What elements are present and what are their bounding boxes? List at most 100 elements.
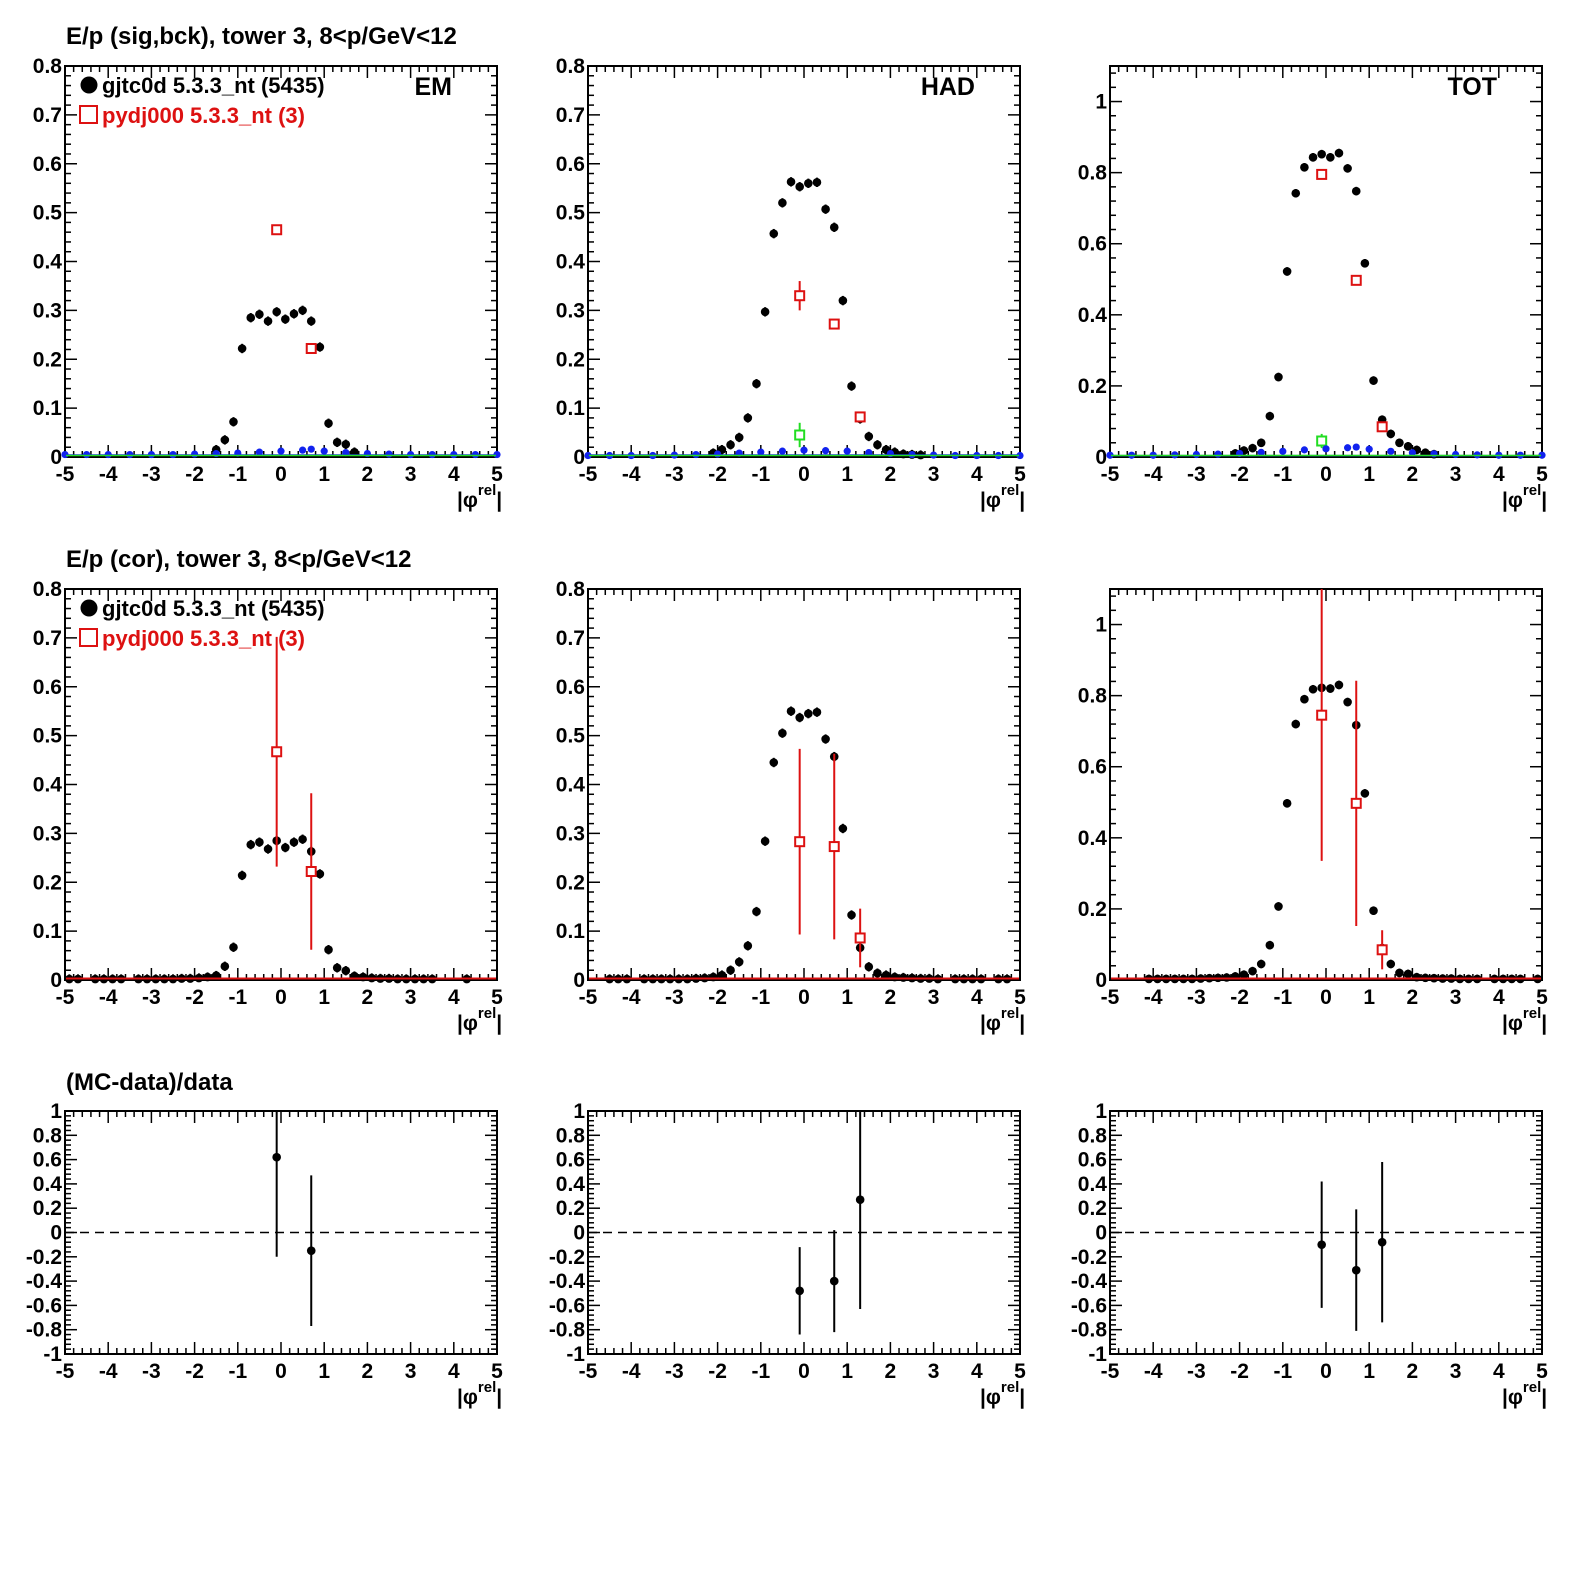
y-tick-label: 0.8 bbox=[556, 578, 586, 601]
x-tick-label: 5 bbox=[491, 986, 503, 1009]
data-point bbox=[1256, 959, 1266, 969]
data-bkg-point bbox=[1352, 443, 1360, 451]
plot-frame bbox=[587, 65, 1021, 458]
mc-point bbox=[828, 841, 840, 853]
data-point bbox=[881, 970, 891, 980]
y-tick-label: 0.4 bbox=[1078, 304, 1108, 327]
legend-data-marker bbox=[80, 76, 98, 94]
data-bkg-point bbox=[1279, 447, 1287, 455]
data-point bbox=[1377, 1237, 1387, 1247]
data-point bbox=[838, 296, 848, 305]
data-point bbox=[743, 941, 753, 951]
y-tick-label: 0 bbox=[50, 1222, 62, 1245]
data-point bbox=[332, 438, 342, 447]
data-point bbox=[1256, 438, 1266, 448]
data-point bbox=[1291, 188, 1301, 198]
data-bkg-point bbox=[493, 450, 501, 459]
x-tick-label: 4 bbox=[971, 1360, 983, 1383]
x-tick-label: -3 bbox=[1187, 463, 1206, 486]
y-tick-label: 0.5 bbox=[33, 202, 63, 225]
data-point bbox=[341, 966, 351, 976]
data-point bbox=[1351, 1265, 1361, 1275]
mc-point bbox=[794, 290, 806, 302]
y-tick-label: 0.6 bbox=[1078, 756, 1107, 779]
x-tick-label: 1 bbox=[841, 1360, 853, 1383]
data-point bbox=[1386, 959, 1396, 969]
data-point bbox=[1308, 153, 1318, 162]
x-tick-label: -1 bbox=[1273, 1360, 1292, 1383]
series-mc bbox=[794, 281, 866, 423]
data-point bbox=[890, 972, 900, 982]
x-axis-title: |φrel| bbox=[1502, 1379, 1547, 1409]
x-tick-label: 3 bbox=[928, 986, 940, 1009]
legend-data-label: gjtc0d 5.3.3_nt (5435) bbox=[102, 596, 325, 621]
x-tick-label: -5 bbox=[1101, 463, 1120, 486]
data-bkg-point bbox=[1106, 451, 1114, 459]
data-bkg-point bbox=[584, 451, 592, 460]
x-tick-label: -2 bbox=[1230, 463, 1249, 486]
data-point bbox=[1265, 940, 1275, 950]
series-data bbox=[211, 305, 359, 457]
data-point bbox=[855, 1195, 865, 1204]
y-tick-label: 0.2 bbox=[1078, 1197, 1107, 1220]
y-tick-label: 0.7 bbox=[33, 104, 62, 127]
y-tick-label: 1 bbox=[50, 1100, 62, 1123]
data-point bbox=[795, 1286, 804, 1296]
data-point bbox=[289, 309, 299, 319]
data-point bbox=[306, 316, 316, 326]
x-tick-label: 1 bbox=[1363, 986, 1375, 1009]
y-tick-label: 0.2 bbox=[33, 348, 62, 371]
data-point bbox=[246, 840, 256, 849]
y-tick-label: 0.6 bbox=[556, 153, 585, 176]
panel-ratio-em: -5 -4 -3 -2 -1 0 1 2 3 4 5-1-0.8-0.6-0.4-0.200.20.… bbox=[26, 1100, 503, 1409]
data-bkg-point bbox=[822, 447, 830, 455]
x-tick-label: 3 bbox=[1450, 463, 1462, 486]
data-point bbox=[1334, 148, 1344, 158]
panel-sig-tot: -5 -4 -3 -2 -1 0 1 2 3 4 5 0 0.2 0.4 0.6 0.8 1 |φrel| TOT bbox=[1078, 65, 1548, 512]
data-bkg-point bbox=[843, 447, 851, 455]
data-point bbox=[281, 314, 290, 324]
mc-point bbox=[794, 836, 806, 848]
series-data bbox=[605, 706, 1012, 984]
data-point bbox=[838, 824, 848, 833]
x-tick-label: 3 bbox=[405, 1360, 417, 1383]
x-tick-label: 2 bbox=[362, 463, 374, 486]
data-point bbox=[786, 177, 796, 187]
data-point bbox=[255, 309, 264, 319]
panel-label: HAD bbox=[921, 73, 975, 101]
y-tick-label: 0.4 bbox=[33, 1173, 63, 1196]
y-tick-label: 0.6 bbox=[556, 676, 585, 699]
data-point bbox=[760, 836, 770, 846]
mc-point bbox=[271, 746, 283, 758]
data-point bbox=[255, 837, 264, 847]
x-tick-label: 5 bbox=[1536, 1360, 1548, 1383]
panel-label: TOT bbox=[1447, 73, 1497, 101]
data-point bbox=[752, 379, 761, 388]
y-tick-label: 0.3 bbox=[556, 822, 585, 845]
data-point bbox=[272, 307, 281, 317]
data-point bbox=[229, 417, 238, 427]
data-point bbox=[1265, 411, 1275, 421]
data-point bbox=[1395, 968, 1404, 978]
data-point bbox=[1326, 684, 1335, 693]
y-tick-label: 1 bbox=[1095, 91, 1107, 114]
x-tick-label: 5 bbox=[491, 1360, 503, 1383]
x-tick-label: -1 bbox=[1273, 986, 1292, 1009]
y-tick-label: 0.4 bbox=[556, 774, 586, 797]
y-tick-label: 0.1 bbox=[33, 920, 63, 943]
y-tick-label: 0.7 bbox=[33, 627, 62, 650]
x-tick-label: -3 bbox=[142, 463, 161, 486]
data-point bbox=[332, 963, 342, 973]
data-point bbox=[324, 945, 333, 954]
y-tick-label: 0.2 bbox=[556, 348, 585, 371]
data-point bbox=[847, 381, 856, 391]
x-tick-label: 1 bbox=[841, 463, 853, 486]
x-tick-label: -5 bbox=[1101, 986, 1120, 1009]
panel-label: EM bbox=[415, 73, 453, 101]
x-tick-label: -4 bbox=[99, 986, 118, 1009]
x-axis-title: |φrel| bbox=[980, 1379, 1025, 1409]
y-tick-label: -0.8 bbox=[26, 1319, 63, 1342]
data-point bbox=[1360, 789, 1370, 798]
x-tick-label: -1 bbox=[228, 463, 247, 486]
x-tick-label: -5 bbox=[579, 463, 598, 486]
